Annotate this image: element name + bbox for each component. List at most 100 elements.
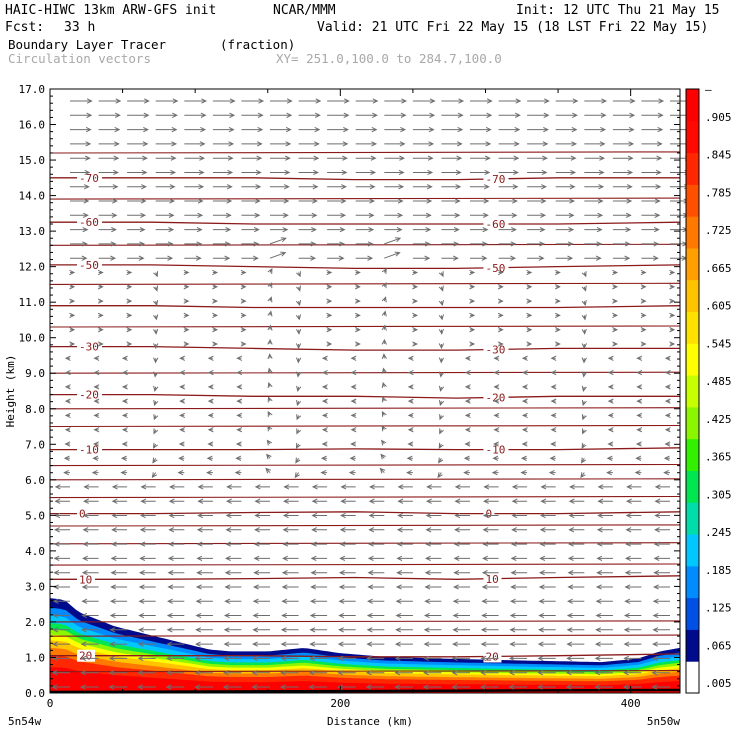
vector-7-16 <box>527 198 547 204</box>
vector-11-7 <box>269 251 287 259</box>
vector-21-21 <box>664 398 671 404</box>
vector-30-10 <box>339 527 356 533</box>
vector-20-11 <box>381 381 387 389</box>
vector-18-20 <box>636 355 643 361</box>
vector-7-8 <box>298 198 318 204</box>
vector-3-15 <box>498 141 520 147</box>
vector-5-11 <box>384 169 405 176</box>
vector-19-16 <box>521 369 528 376</box>
colorbar-swatch-17 <box>686 120 699 154</box>
vector-37-20 <box>623 627 642 633</box>
vector-9-13 <box>441 227 460 233</box>
vector-0-12 <box>412 98 436 104</box>
vector-11-3 <box>155 255 174 261</box>
vector-10-20 <box>641 241 660 247</box>
vector-3-13 <box>441 141 463 147</box>
vector-33-4 <box>167 570 185 576</box>
vector-19-10 <box>350 369 357 376</box>
vector-2-16 <box>527 126 549 133</box>
vector-14-13 <box>438 300 444 307</box>
vector-28-17 <box>540 498 556 504</box>
vector-18-19 <box>607 355 614 361</box>
vector-0-9 <box>327 98 350 104</box>
left-location-label: 5n54w <box>8 715 41 728</box>
vector-30-11 <box>368 527 385 533</box>
vector-8-15 <box>498 212 518 218</box>
vector-7-13 <box>441 198 461 204</box>
vector-30-14 <box>454 527 470 533</box>
vector-15-8 <box>295 314 302 321</box>
vector-28-7 <box>254 498 270 504</box>
vector-36-12 <box>395 612 413 619</box>
vector-15-20 <box>640 312 647 319</box>
vector-2-2 <box>127 126 149 133</box>
vector-26-2 <box>120 469 128 476</box>
vector-8-10 <box>355 212 375 218</box>
vector-35-17 <box>538 598 556 604</box>
vector-3-8 <box>298 141 320 147</box>
vector-38-7 <box>252 641 270 647</box>
isotherm-line-extra-13 <box>49 282 681 285</box>
forecast-hours: 33 h <box>64 20 96 35</box>
colorbar-swatch-12 <box>686 279 699 312</box>
vector-24-12 <box>407 441 414 447</box>
vector-22-4 <box>179 412 186 419</box>
vector-38-2 <box>109 641 128 647</box>
vector-34-16 <box>510 584 528 590</box>
vector-5-9 <box>327 169 348 176</box>
vector-25-1 <box>92 455 99 461</box>
vector-30-13 <box>425 527 442 533</box>
vector-7-20 <box>641 198 661 204</box>
vector-41-1 <box>79 684 99 690</box>
vector-40-0 <box>51 670 70 676</box>
vector-11-9 <box>327 255 345 261</box>
vector-18-6 <box>236 355 243 361</box>
vector-5-5 <box>212 169 234 176</box>
vector-21-2 <box>121 398 128 404</box>
vector-18-13 <box>438 357 445 364</box>
valid-time: Valid: 21 UTC Fri 22 May 15 (18 LST Fri … <box>317 20 709 35</box>
y-tick-label-0: 0.0 <box>25 687 45 700</box>
vector-21-10 <box>350 398 357 404</box>
vector-41-3 <box>137 684 156 690</box>
vector-38-0 <box>52 641 70 647</box>
vector-9-1 <box>98 227 117 233</box>
vector-27-14 <box>454 484 470 490</box>
vector-18-3 <box>153 357 159 364</box>
colorbar-frame <box>685 88 700 694</box>
y-tick-label-9: 9.0 <box>25 367 45 380</box>
vector-41-14 <box>451 684 470 690</box>
vector-38-20 <box>623 641 642 647</box>
vector-32-2 <box>110 555 128 561</box>
vector-4-12 <box>412 155 434 161</box>
vector-29-4 <box>168 512 185 519</box>
vector-2-12 <box>412 126 435 133</box>
vector-26-3 <box>151 472 158 479</box>
vector-16-21 <box>669 327 676 333</box>
vector-0-16 <box>527 98 550 104</box>
vector-22-9 <box>321 412 328 419</box>
vector-3-19 <box>612 141 635 147</box>
colorbar-label-11: .665 <box>705 262 732 275</box>
vector-1-8 <box>298 112 321 118</box>
vector-33-11 <box>367 570 385 576</box>
vector-23-14 <box>464 427 471 433</box>
vector-36-18 <box>566 612 585 619</box>
vector-19-15 <box>493 369 500 376</box>
vector-9-17 <box>555 227 575 233</box>
vector-22-15 <box>493 412 500 419</box>
vector-6-10 <box>355 184 376 190</box>
vector-6-16 <box>527 184 547 190</box>
vector-5-4 <box>184 169 205 176</box>
vector-6-20 <box>641 184 662 190</box>
vector-3-9 <box>327 141 349 147</box>
vector-36-15 <box>481 612 499 619</box>
vector-2-1 <box>98 126 121 133</box>
vector-31-13 <box>425 541 442 547</box>
vector-24-20 <box>635 441 642 447</box>
vector-36-1 <box>81 612 99 619</box>
isotherm-label-2-1: 0 <box>485 508 492 521</box>
vector-16-8 <box>295 328 302 335</box>
isotherm-line-extra-12 <box>49 325 681 328</box>
